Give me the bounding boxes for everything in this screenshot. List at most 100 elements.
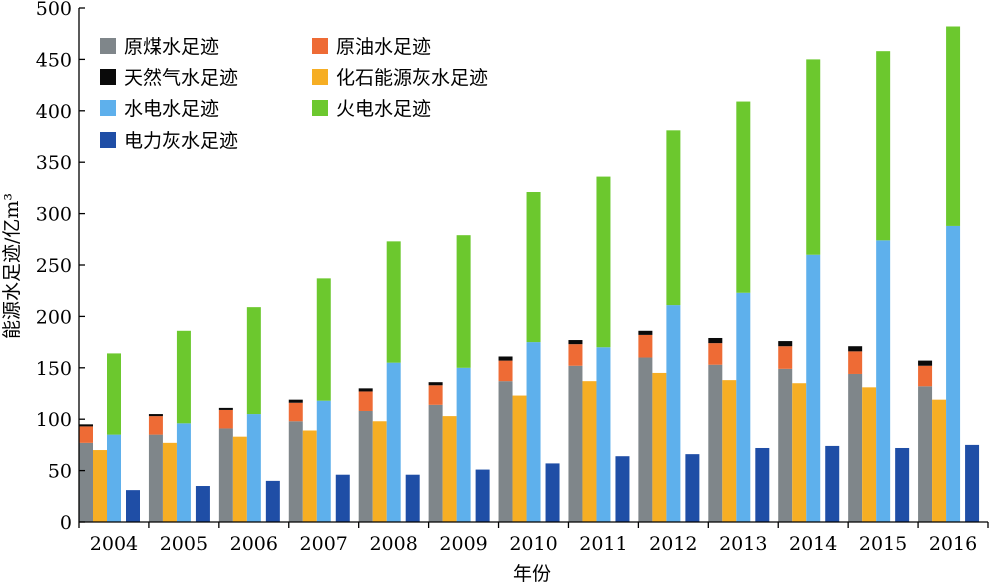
bar-thermal-2013 — [736, 101, 751, 293]
bar-hydro-2004 — [107, 434, 121, 522]
bar-coal-2016 — [918, 386, 933, 522]
bar-power-grey-2007 — [335, 474, 350, 522]
x-axis-title: 年份 — [513, 563, 551, 584]
bar-gas-2015 — [848, 346, 863, 352]
legend-swatch-oil — [312, 38, 328, 54]
x-tick-label-2008: 2008 — [369, 533, 417, 555]
bars-layer — [79, 26, 980, 522]
bar-gas-2004 — [79, 424, 93, 427]
bar-fossil-grey-2016 — [932, 399, 947, 522]
legend-item-hydro: 水电水足迹 — [100, 98, 219, 120]
bar-gas-2011 — [568, 340, 583, 345]
legend-item-thermal: 火电水足迹 — [312, 98, 431, 120]
x-tick-label-2012: 2012 — [649, 533, 697, 555]
bar-fossil-grey-2014 — [792, 383, 807, 522]
bar-thermal-2004 — [107, 353, 121, 435]
bar-coal-2006 — [218, 428, 233, 522]
bar-hydro-2007 — [316, 400, 331, 522]
bar-oil-2010 — [498, 360, 513, 382]
bar-group-2010 — [498, 192, 560, 522]
bar-gas-2005 — [148, 414, 163, 417]
bar-power-grey-2013 — [755, 447, 770, 522]
bar-coal-2010 — [498, 381, 513, 522]
bar-gas-2009 — [428, 382, 443, 386]
bar-oil-2015 — [848, 351, 863, 374]
bar-coal-2007 — [288, 421, 303, 522]
bar-gas-2012 — [638, 330, 653, 335]
bar-thermal-2007 — [316, 278, 331, 401]
bar-hydro-2009 — [456, 367, 471, 522]
bar-fossil-grey-2006 — [232, 436, 247, 522]
bar-group-2012 — [638, 130, 700, 522]
legend-label-thermal: 火电水足迹 — [336, 98, 431, 120]
legend-item-gas: 天然气水足迹 — [100, 67, 238, 89]
bar-group-2011 — [568, 176, 630, 522]
bar-coal-2013 — [708, 364, 723, 522]
bar-hydro-2011 — [596, 347, 611, 522]
y-tick-label-500: 500 — [36, 0, 72, 20]
bar-fossil-grey-2009 — [442, 416, 457, 522]
bar-coal-2015 — [848, 373, 863, 522]
bar-hydro-2008 — [386, 362, 401, 522]
y-tick-label-350: 350 — [36, 152, 72, 174]
bar-gas-2016 — [918, 360, 933, 366]
y-tick-label-50: 50 — [48, 461, 72, 483]
legend-label-hydro: 水电水足迹 — [124, 98, 219, 120]
bar-power-grey-2011 — [615, 456, 630, 522]
bar-coal-2012 — [638, 357, 653, 522]
bar-oil-2004 — [79, 426, 93, 443]
bar-oil-2011 — [568, 344, 583, 366]
bar-oil-2008 — [358, 391, 373, 411]
bar-coal-2009 — [428, 404, 443, 522]
y-tick-label-300: 300 — [36, 204, 72, 226]
bar-thermal-2014 — [806, 59, 821, 255]
bar-oil-2013 — [708, 343, 723, 365]
bar-oil-2009 — [428, 385, 443, 405]
bar-power-grey-2009 — [475, 469, 490, 522]
legend-item-fossil_grey: 化石能源灰水足迹 — [312, 67, 488, 89]
x-tick-label-2014: 2014 — [789, 533, 837, 555]
bar-oil-2012 — [638, 334, 653, 358]
bar-hydro-2016 — [946, 225, 961, 522]
bar-power-grey-2010 — [545, 463, 560, 522]
x-tick-label-2006: 2006 — [230, 533, 278, 555]
bar-fossil-grey-2008 — [372, 421, 387, 522]
bar-group-2005 — [148, 330, 210, 522]
legend-swatch-fossil_grey — [312, 69, 328, 85]
bar-fossil-grey-2012 — [652, 372, 667, 522]
legend-swatch-gas — [100, 69, 116, 85]
bar-group-2014 — [778, 59, 840, 522]
x-tick-label-2011: 2011 — [579, 533, 627, 555]
bar-group-2007 — [288, 278, 350, 522]
bar-power-grey-2015 — [895, 447, 910, 522]
legend-swatch-hydro — [100, 100, 116, 116]
bar-gas-2010 — [498, 356, 513, 361]
legend-label-gas: 天然气水足迹 — [124, 67, 238, 89]
bar-gas-2008 — [358, 388, 373, 392]
bar-coal-2011 — [568, 365, 583, 522]
bar-oil-2016 — [918, 365, 933, 387]
bar-thermal-2005 — [176, 330, 191, 424]
bar-fossil-grey-2011 — [582, 381, 597, 522]
x-tick-label-2009: 2009 — [439, 533, 487, 555]
legend-label-oil: 原油水足迹 — [336, 36, 431, 58]
bar-oil-2005 — [148, 416, 163, 435]
bar-hydro-2013 — [736, 292, 751, 522]
bar-fossil-grey-2007 — [302, 430, 317, 522]
legend-swatch-thermal — [312, 100, 328, 116]
bar-oil-2014 — [778, 346, 793, 369]
legend-label-power_grey: 电力灰水足迹 — [124, 130, 238, 152]
bar-fossil-grey-2015 — [862, 387, 877, 522]
bar-power-grey-2005 — [195, 486, 210, 522]
axes-layer: 2004 2005 2006 2007 2008 2009 2010 2011 2012 2013… — [36, 0, 989, 555]
bar-fossil-grey-2005 — [162, 442, 177, 522]
bar-gas-2013 — [708, 337, 723, 344]
x-tick-label-2010: 2010 — [509, 533, 557, 555]
bar-group-2016 — [918, 26, 980, 522]
bar-thermal-2016 — [946, 26, 961, 226]
bar-group-2009 — [428, 235, 490, 522]
bar-thermal-2006 — [246, 307, 261, 415]
bar-hydro-2015 — [876, 240, 891, 522]
bar-group-2008 — [358, 241, 420, 522]
